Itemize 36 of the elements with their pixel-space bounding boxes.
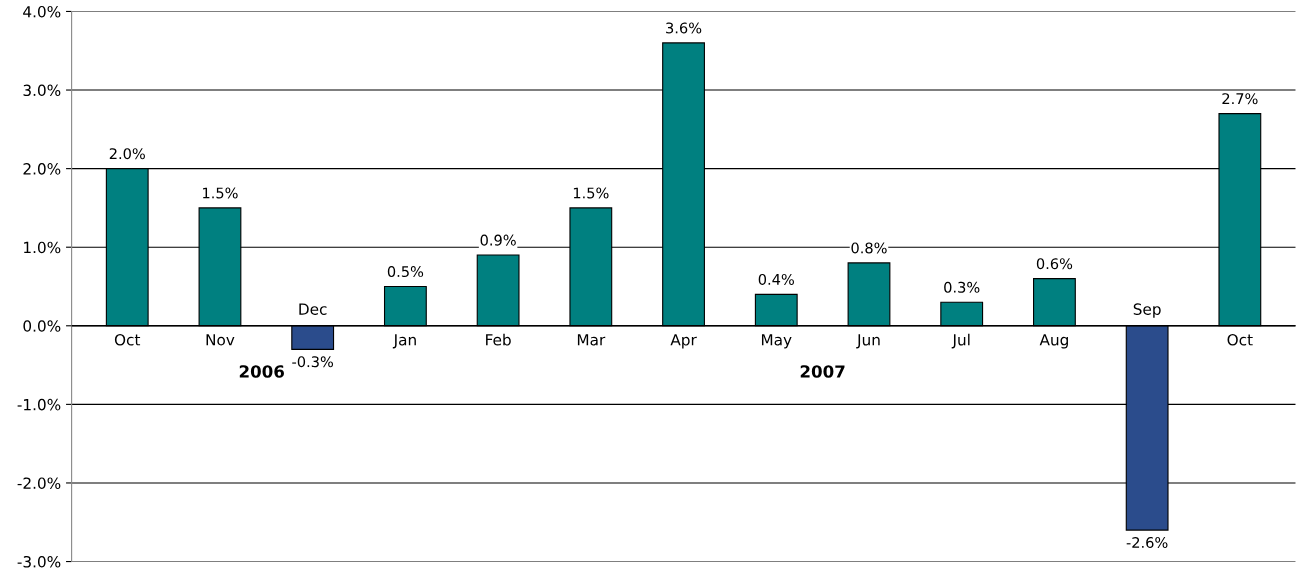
data-label: 2.7% <box>1222 93 1258 105</box>
x-tick-label: Dec <box>299 303 327 315</box>
x-tick-label: Jan <box>392 334 416 349</box>
y-tick-label: 3.0% <box>23 84 61 97</box>
y-tick-label: -3.0% <box>17 556 61 568</box>
y-tick-label: -2.0% <box>17 477 61 489</box>
data-label: 0.5% <box>387 266 424 278</box>
x-tick-label: Jun <box>856 334 880 349</box>
y-tick-label: 0.0% <box>23 320 61 332</box>
data-label: 0.8% <box>851 242 887 254</box>
data-label: -0.3% <box>292 356 334 368</box>
x-tick-label: Mar <box>577 334 606 346</box>
x-tick-label: Jul <box>951 333 970 349</box>
y-tick-label: 2.0% <box>23 163 61 175</box>
y-tick-label: 1.0% <box>24 241 61 254</box>
annotation: 2007 <box>800 365 845 378</box>
data-label: 0.4% <box>758 273 794 285</box>
data-label: -2.6% <box>1126 536 1168 548</box>
x-tick-label: May <box>761 334 792 349</box>
y-tick-label: 4.0% <box>23 5 61 18</box>
data-label: 1.5% <box>203 187 238 199</box>
data-label: 0.6% <box>1036 258 1073 270</box>
data-label: 3.6% <box>666 22 702 34</box>
x-tick-label: Nov <box>206 334 235 346</box>
x-tick-label: Oct <box>1227 333 1253 346</box>
x-tick-label: Sep <box>1133 303 1161 318</box>
annotation: 2006 <box>239 365 284 378</box>
x-tick-label: Apr <box>670 334 697 349</box>
data-label: 1.5% <box>573 187 609 199</box>
data-label: 0.9% <box>480 234 516 246</box>
x-tick-label: Oct <box>114 333 141 346</box>
data-label: 0.3% <box>944 281 980 293</box>
y-tick-label: -1.0% <box>17 398 61 411</box>
x-tick-label: Aug <box>1039 334 1068 349</box>
x-tick-label: Feb <box>486 333 511 346</box>
data-label: 2.0% <box>109 148 145 160</box>
